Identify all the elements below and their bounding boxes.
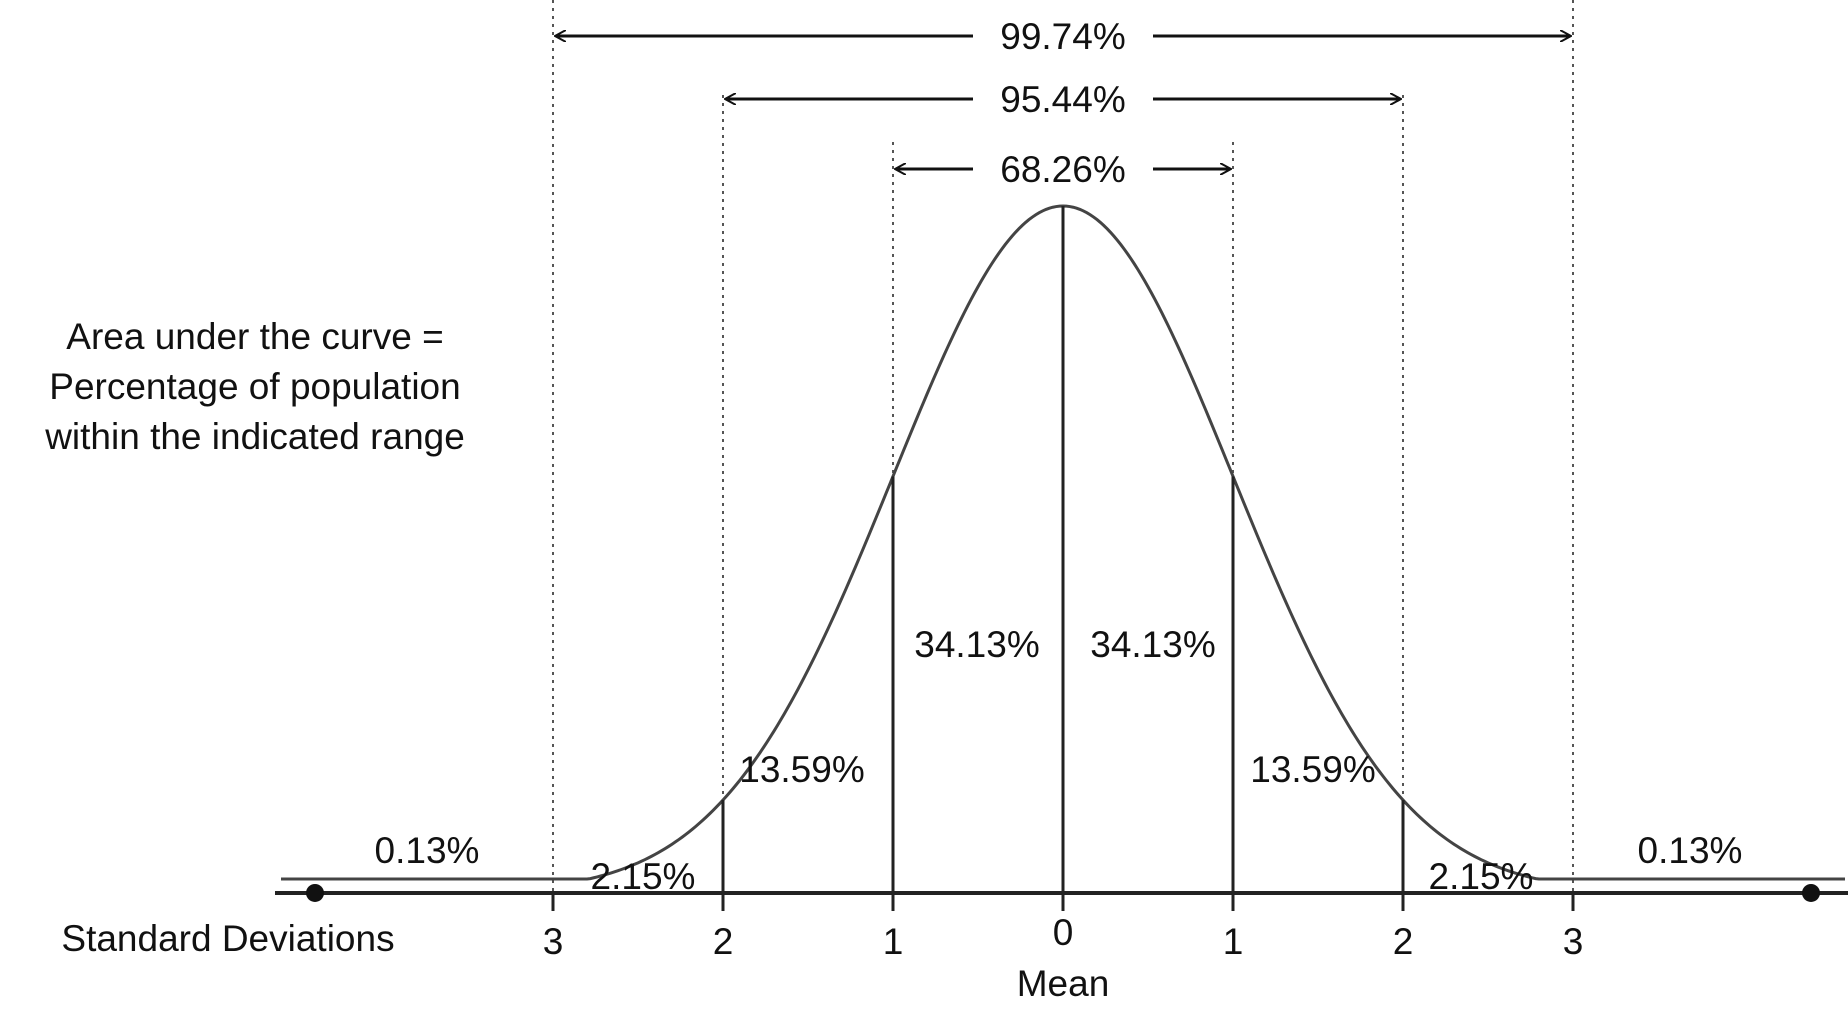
tail-endpoint-dot-1 [1802,883,1820,902]
region-label-3: 34.13% [914,624,1040,665]
x-axis-label: Standard Deviations [61,918,394,959]
x-tick-label: 2 [713,921,734,962]
region-label-7: 0.13% [1638,830,1743,871]
x-tick-label: 2 [1393,921,1414,962]
area-description-line-2: Percentage of population [49,366,461,407]
area-description: Area under the curve = Percentage of pop… [0,312,510,462]
area-description-line-1: Area under the curve = [66,316,444,357]
range-label-0: 99.74% [1000,16,1126,57]
x-tick-label: 3 [543,921,564,962]
area-description-line-3: within the indicated range [45,416,465,457]
region-label-5: 13.59% [1250,749,1376,790]
range-label-2: 68.26% [1000,149,1126,190]
region-label-6: 2.15% [1429,856,1534,897]
x-tick-label: 1 [1223,921,1244,962]
region-label-1: 2.15% [591,856,696,897]
mean-label: Mean [1017,963,1110,1004]
x-tick-label: 3 [1563,921,1584,962]
region-label-2: 13.59% [739,749,865,790]
x-tick-label: 0 [1053,912,1074,953]
tail-endpoint-dot-0 [306,883,324,902]
region-label-4: 34.13% [1090,624,1216,665]
region-label-0: 0.13% [375,830,480,871]
x-tick-label: 1 [883,921,904,962]
range-label-1: 95.44% [1000,79,1126,120]
